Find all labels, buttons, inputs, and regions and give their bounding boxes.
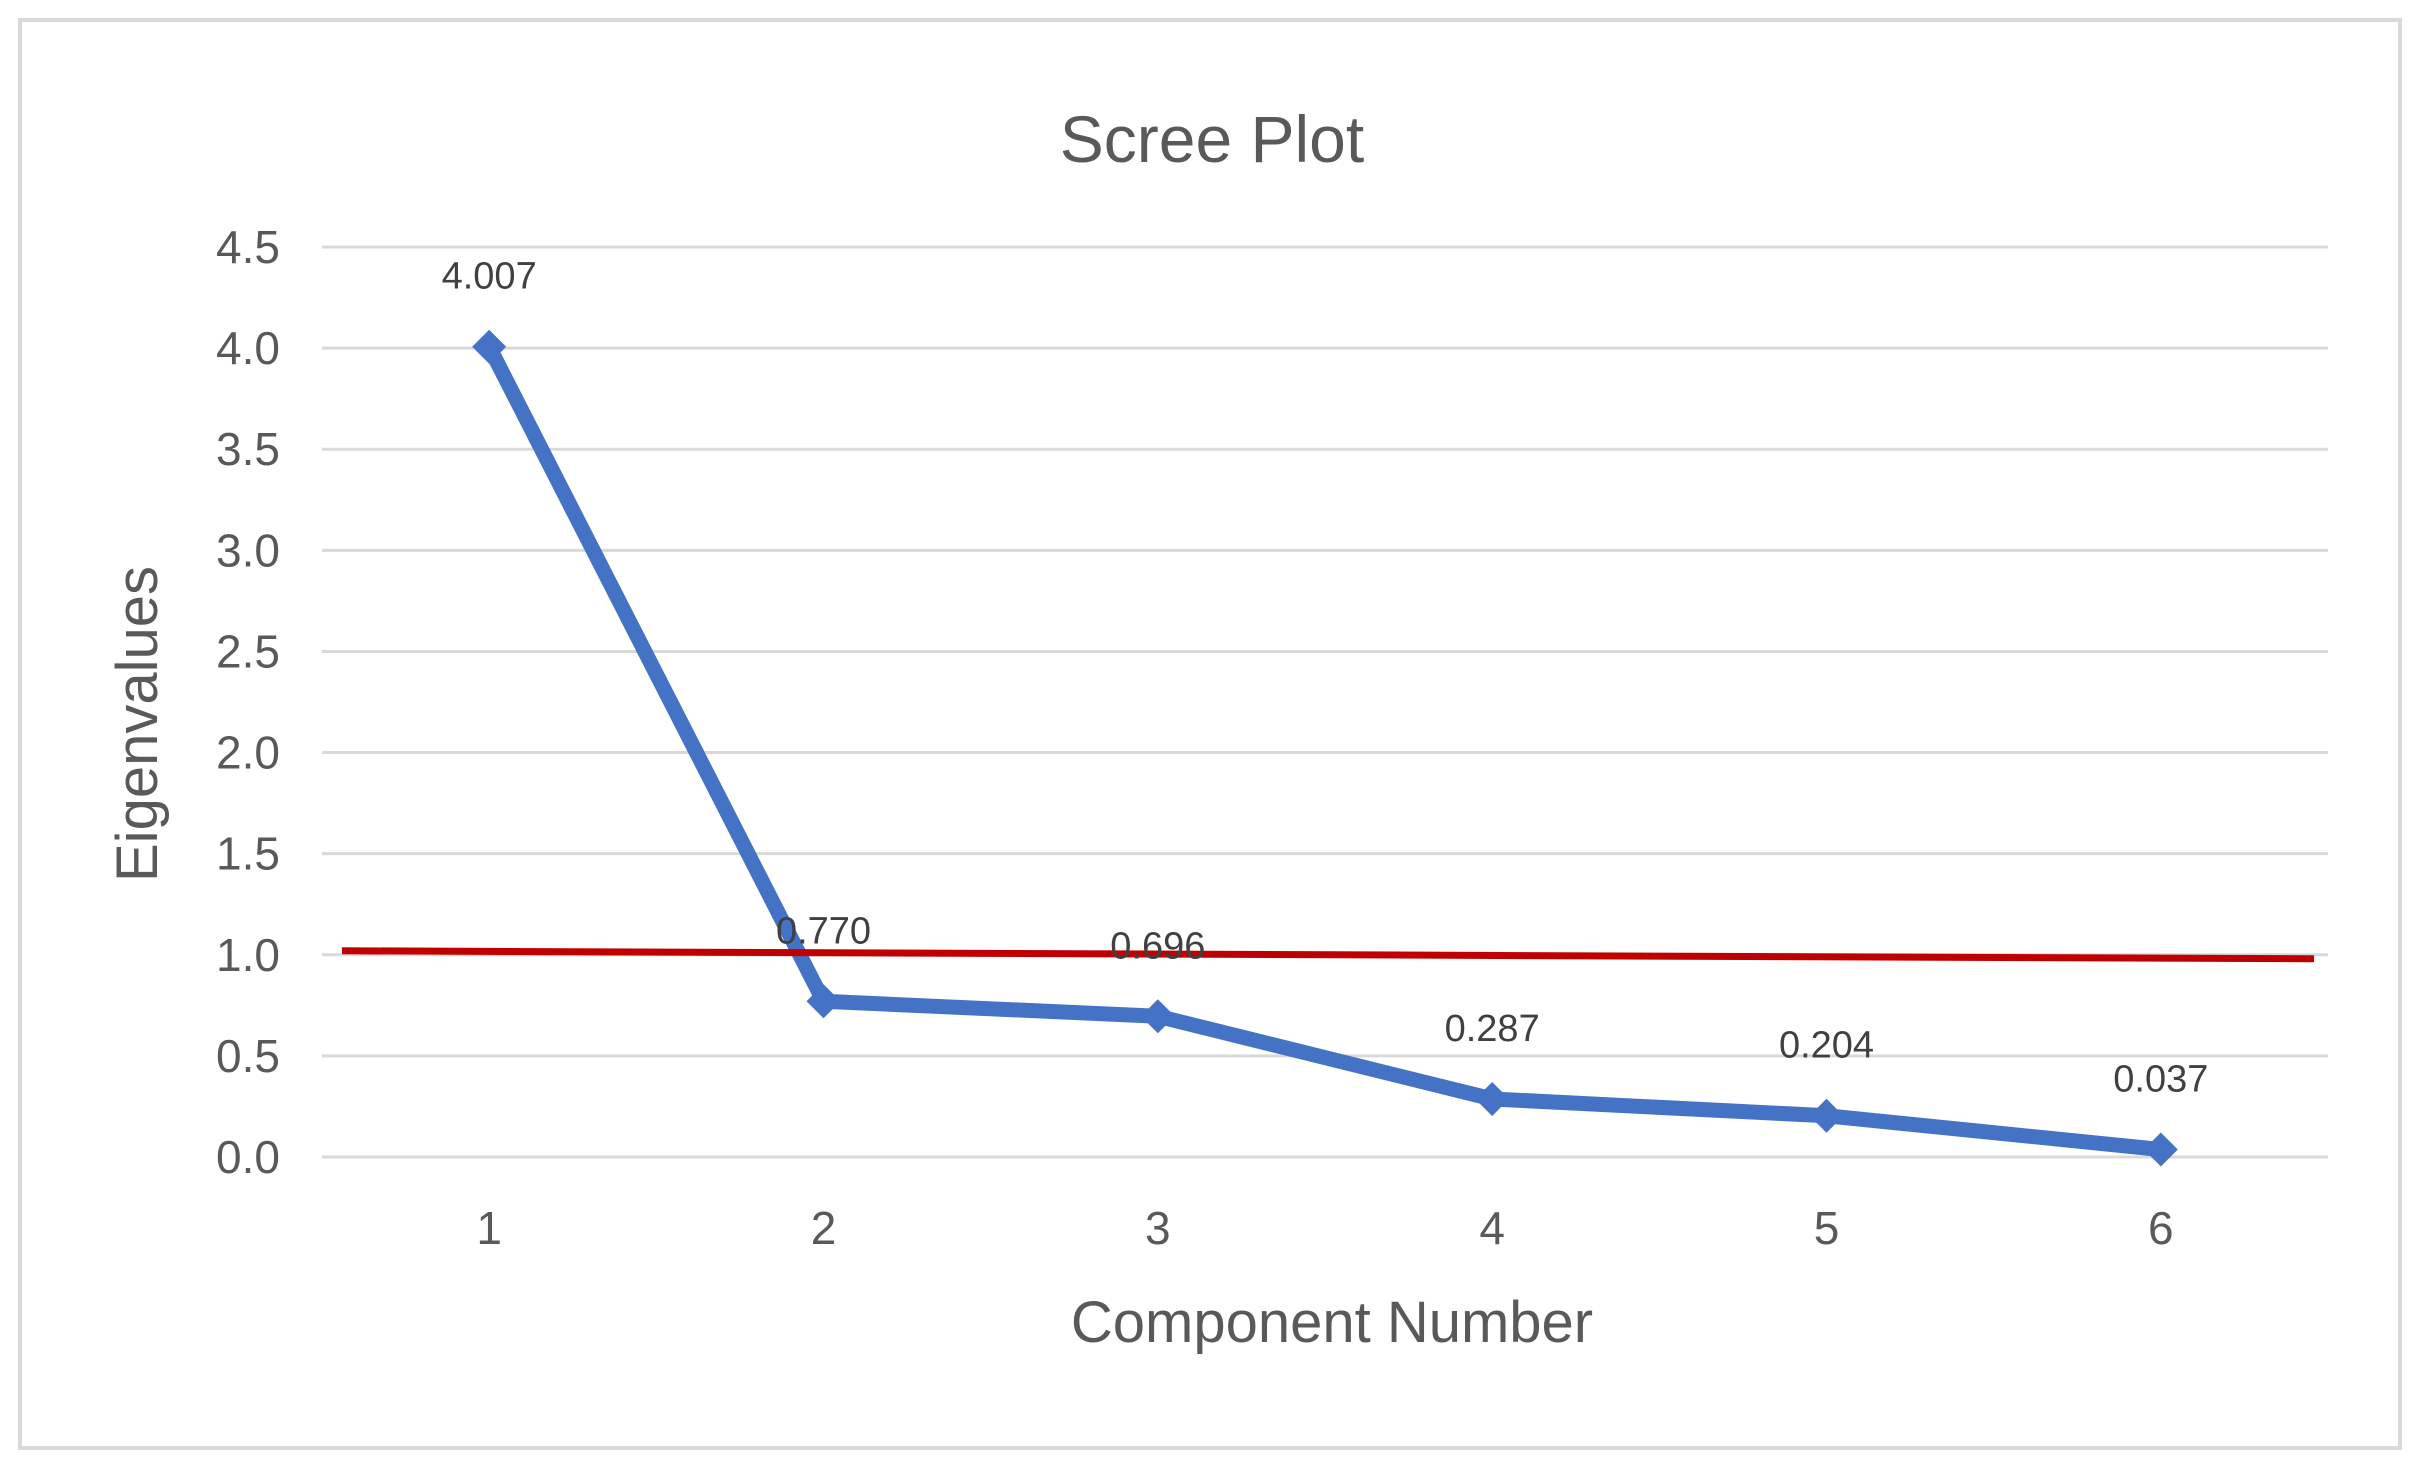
chart-title: Scree Plot: [1060, 102, 1364, 176]
x-tick-label: 5: [1814, 1202, 1840, 1254]
data-point-marker: [1140, 999, 1175, 1034]
data-labels: 4.007 0.770 0.696 0.287 0.204 0.037: [442, 256, 2209, 1101]
reference-line-layer: [341, 947, 2315, 963]
y-tick-label: 4.5: [216, 221, 280, 273]
gridlines: [322, 245, 2328, 1159]
series-line: [481, 339, 2169, 1158]
y-tick-label: 0.0: [216, 1131, 280, 1183]
series-eigenvalues: [472, 329, 2178, 1167]
data-point-marker: [2143, 1132, 2178, 1167]
y-tick-label: 2.0: [216, 727, 280, 779]
y-tick-label: 2.5: [216, 625, 280, 677]
y-tick-label: 3.5: [216, 423, 280, 475]
x-tick-labels: 1 2 3 4 5 6: [476, 1202, 2173, 1254]
scree-plot-chart: Scree Plot Eigenvalues Component Number …: [105, 102, 2328, 1355]
data-point-marker: [1809, 1098, 1844, 1133]
data-label: 0.770: [776, 910, 871, 952]
y-tick-label: 0.5: [216, 1030, 280, 1082]
x-tick-label: 1: [476, 1202, 502, 1254]
data-label: 0.204: [1779, 1025, 1874, 1067]
data-label: 4.007: [442, 256, 537, 298]
data-label: 0.287: [1445, 1008, 1540, 1050]
x-tick-label: 3: [1145, 1202, 1171, 1254]
x-tick-label: 2: [811, 1202, 837, 1254]
data-label: 0.037: [2113, 1059, 2208, 1101]
chart-frame: Scree Plot Eigenvalues Component Number …: [18, 18, 2402, 1450]
reference-line: [341, 947, 2315, 963]
x-tick-label: 4: [1479, 1202, 1505, 1254]
y-tick-label: 4.0: [216, 322, 280, 374]
x-tick-label: 6: [2148, 1202, 2174, 1254]
x-axis-title: Component Number: [1071, 1290, 1593, 1355]
y-axis-title: Eigenvalues: [105, 566, 170, 882]
y-tick-labels: 0.0 0.5 1.0 1.5 2.0 2.5 3.0 3.5 4.0 4.5: [216, 221, 280, 1183]
data-point-marker: [472, 329, 507, 364]
data-label: 0.696: [1110, 925, 1205, 967]
data-point-marker: [1475, 1081, 1510, 1116]
y-tick-label: 1.0: [216, 929, 280, 981]
data-point-marker: [806, 984, 841, 1019]
y-tick-label: 3.0: [216, 524, 280, 576]
y-tick-label: 1.5: [216, 828, 280, 880]
